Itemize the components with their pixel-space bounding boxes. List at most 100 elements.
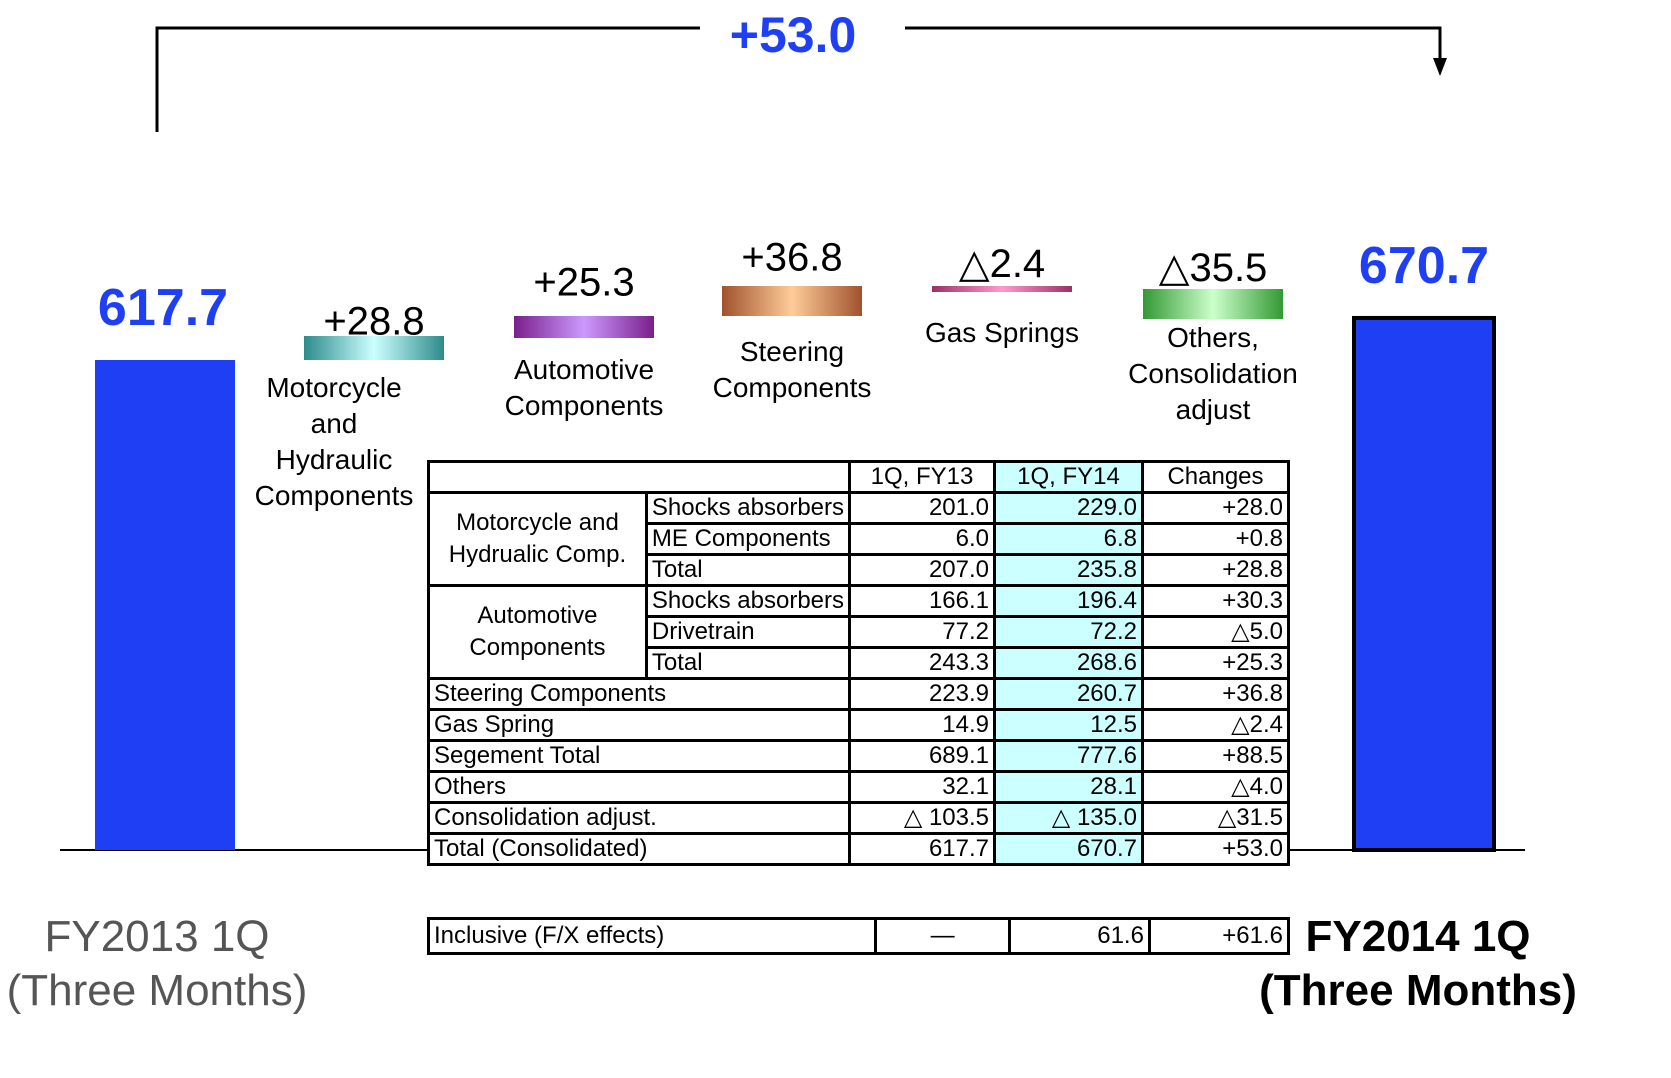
change-name: Steering Components — [712, 336, 872, 403]
category-subtitle: (Three Months) — [1259, 966, 1577, 1015]
table-cell: 6.8 — [993, 522, 1144, 556]
bar-value-label: 670.7 — [1358, 236, 1490, 295]
change-name: Automotive Components — [504, 354, 664, 421]
arrow-head — [1433, 58, 1447, 76]
table-cell: △ 103.5 — [848, 801, 996, 835]
table-cell: +25.3 — [1141, 646, 1290, 680]
change-name: Motorcycle and Hydraulic Components — [254, 372, 414, 511]
table-cell: 260.7 — [993, 677, 1144, 711]
table-cell: △5.0 — [1141, 615, 1290, 649]
row-label: Total — [644, 646, 852, 680]
row-label: ME Components — [644, 522, 852, 556]
table-cell: 617.7 — [848, 832, 996, 866]
table-cell: 670.7 — [993, 832, 1144, 866]
change-name: Gas Springs — [924, 317, 1080, 348]
bracket-left — [155, 26, 700, 132]
table-cell: 166.1 — [848, 584, 996, 618]
table-row: Gas Spring 14.9 12.5 △2.4 — [427, 708, 1290, 742]
table-row: ME Components 6.0 6.8 +0.8 — [429, 522, 1290, 556]
category-subtitle: (Three Months) — [6, 966, 308, 1015]
column-header: Changes — [1141, 460, 1290, 494]
change-value-label: +36.8 — [741, 235, 843, 280]
table-row: Steering Components 223.9 260.7 +36.8 — [427, 677, 1290, 711]
table-row: Others 32.1 28.1 △4.0 — [427, 770, 1290, 804]
table-cell: 28.1 — [993, 770, 1144, 804]
category-label: FY2013 1Q — [44, 912, 270, 961]
table-cell: 196.4 — [993, 584, 1144, 618]
table-cell: △4.0 — [1141, 770, 1290, 804]
table-cell: 243.3 — [848, 646, 996, 680]
table-row: Consolidation adjust. △ 103.5 △ 135.0 △31.5 — [427, 801, 1290, 835]
table-cell: +53.0 — [1141, 832, 1290, 866]
change-swatch — [722, 286, 862, 316]
table-cell: 32.1 — [848, 770, 996, 804]
bracket-right — [905, 26, 1442, 62]
change-value-label: △35.5 — [1158, 246, 1268, 290]
table-row: Total 243.3 268.6 +25.3 — [429, 646, 1290, 680]
change-value-label: +25.3 — [533, 260, 635, 305]
table-cell: △2.4 — [1141, 708, 1290, 742]
bar — [1352, 315, 1496, 853]
table-cell: Inclusive (F/X effects) — [427, 917, 877, 955]
column-header: 1Q, FY13 — [848, 460, 996, 494]
table-cell: 268.6 — [993, 646, 1144, 680]
row-label: Shocks absorbers — [644, 584, 852, 618]
row-label: Consolidation adjust. — [427, 801, 851, 835]
row-label: Steering Components — [427, 677, 851, 711]
change-value-label: △2.4 — [958, 242, 1046, 286]
table-row: Total 207.0 235.8 +28.8 — [429, 553, 1290, 587]
change-swatch — [304, 336, 444, 360]
table-cell: +36.8 — [1141, 677, 1290, 711]
row-label: Drivetrain — [644, 615, 852, 649]
table-cell: +88.5 — [1141, 739, 1290, 773]
row-label: Total (Consolidated) — [427, 832, 851, 866]
row-label: Gas Spring — [427, 708, 851, 742]
table-row: 1Q, FY13 1Q, FY14 Changes — [427, 460, 1290, 494]
table-row: Motorcycle and Hydrualic Comp. Shocks abs… — [427, 491, 1290, 587]
row-label: Total — [644, 553, 852, 587]
table-row: Drivetrain 77.2 72.2 △5.0 — [429, 615, 1290, 649]
header-blank — [427, 460, 851, 494]
group-label: Motorcycle and Hydrualic Comp. — [427, 491, 648, 587]
bar-value-label: 617.7 — [97, 279, 229, 337]
category-label: FY2014 1Q — [1305, 912, 1531, 961]
change-swatch — [514, 316, 654, 338]
table-cell: △ 135.0 — [993, 801, 1144, 835]
table-cell: +61.6 — [1147, 917, 1291, 955]
row-label: Others — [427, 770, 851, 804]
table-row: Segement Total 689.1 777.6 +88.5 — [427, 739, 1290, 773]
table-cell: +28.0 — [1141, 491, 1290, 525]
table-cell: +28.8 — [1141, 553, 1290, 587]
table-cell: +30.3 — [1141, 584, 1290, 618]
row-label: Shocks absorbers — [644, 491, 852, 525]
table-cell: △31.5 — [1141, 801, 1290, 835]
data-table: 1Q, FY13 1Q, FY14 Changes Motorcycle and Hy… — [427, 460, 1290, 866]
table-cell: — — [873, 917, 1012, 955]
row-label: Segement Total — [427, 739, 851, 773]
table-row: Inclusive (F/X effects) —61.6 +61.6 — [427, 917, 1291, 955]
table-cell: 229.0 — [993, 491, 1144, 525]
table-cell: 201.0 — [848, 491, 996, 525]
change-value-label: +28.8 — [323, 299, 425, 344]
table-cell: 777.6 — [993, 739, 1144, 773]
change-swatch — [932, 286, 1072, 292]
total-change-label: +53.0 — [729, 7, 857, 63]
table-cell: 6.0 — [848, 522, 996, 556]
change-name: Others, Consolidation adjust — [1128, 322, 1298, 425]
table-cell: 14.9 — [848, 708, 996, 742]
column-header: 1Q, FY14 — [993, 460, 1144, 494]
group-label: Automotive Components — [427, 584, 648, 680]
table-cell: 61.6 — [1008, 917, 1151, 955]
table-cell: 223.9 — [848, 677, 996, 711]
table-cell: 207.0 — [848, 553, 996, 587]
change-swatch — [1143, 289, 1283, 319]
table-cell: +0.8 — [1141, 522, 1290, 556]
extra-table: Inclusive (F/X effects) —61.6 +61.6 — [427, 917, 1291, 955]
table-row: Automotive Components Shocks absorbers 166… — [427, 584, 1290, 680]
bar — [95, 360, 235, 850]
table-cell: 12.5 — [993, 708, 1144, 742]
table-cell: 689.1 — [848, 739, 996, 773]
table-cell: 235.8 — [993, 553, 1144, 587]
